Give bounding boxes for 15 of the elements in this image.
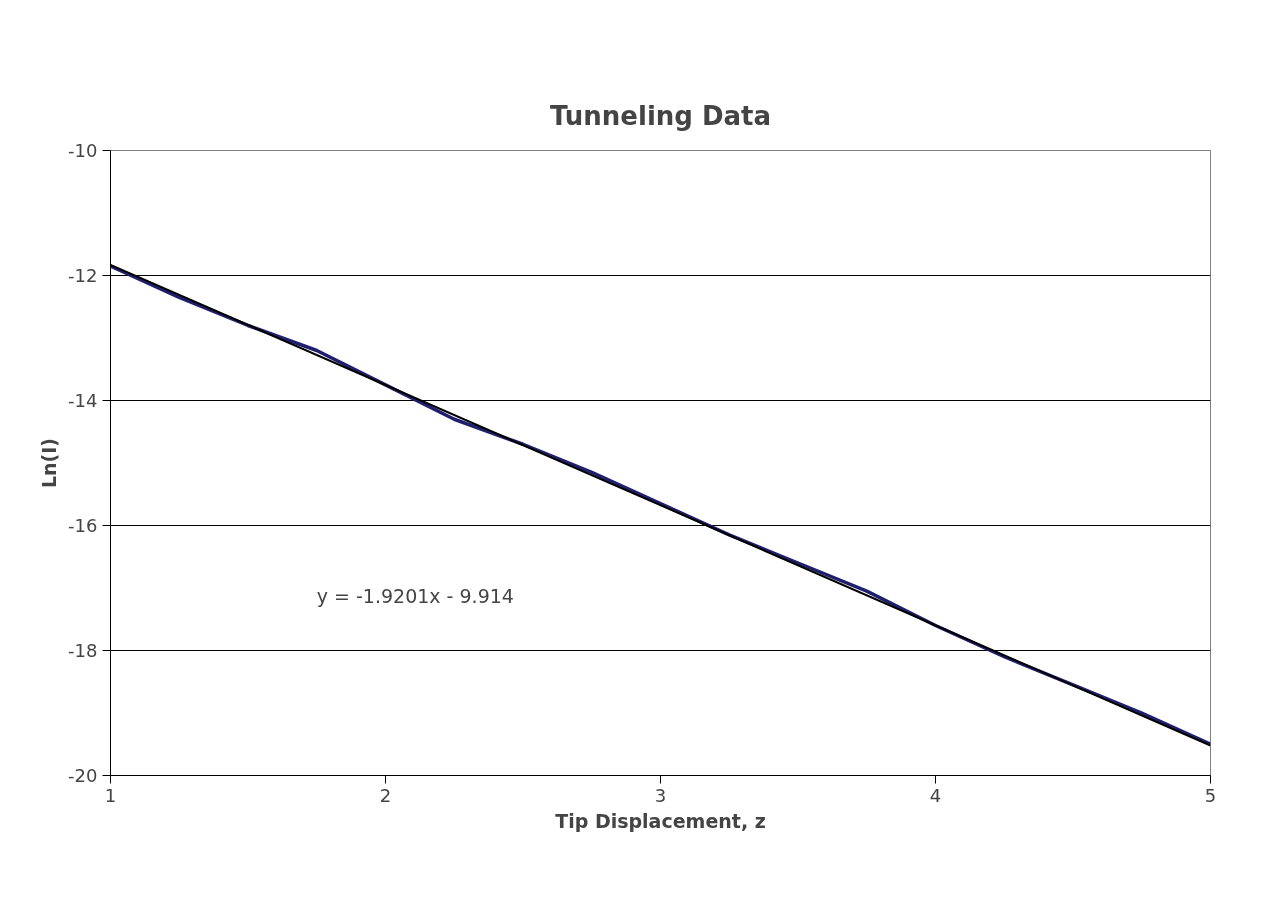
y-tick-label: -18 [68, 640, 98, 661]
y-tick-label: -12 [68, 265, 98, 286]
y-tick-label: -20 [68, 765, 98, 786]
x-tick-label: 5 [1204, 784, 1217, 806]
chart-title: Tunneling Data [549, 100, 772, 131]
y-axis-title: Ln(I) [38, 437, 61, 489]
x-tick-label: 3 [654, 784, 667, 806]
annotation: y = -1.9201x - 9.914 [316, 584, 514, 607]
x-axis-title: Tip Displacement, z [555, 809, 766, 832]
y-tick-label: -14 [68, 390, 98, 411]
y-tick-label: -16 [68, 515, 98, 536]
x-tick-label: 2 [379, 784, 392, 806]
x-tick-label: 4 [929, 784, 942, 806]
y-tick-label: -10 [68, 140, 98, 161]
x-tick-label: 1 [104, 784, 117, 806]
